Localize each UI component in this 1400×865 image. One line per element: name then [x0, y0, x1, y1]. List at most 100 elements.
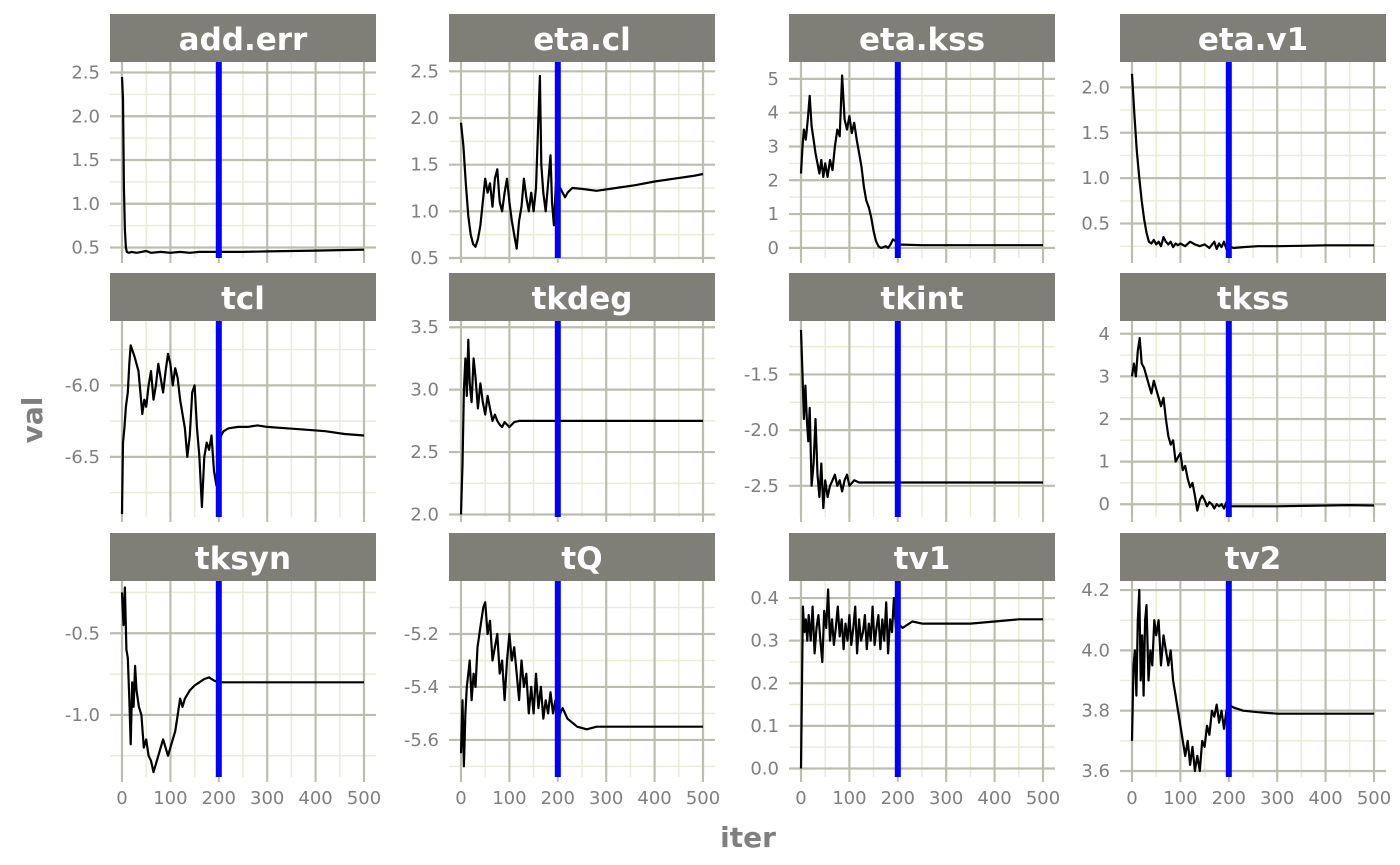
trace-line-tkss [1130, 336, 1375, 512]
y-tick-label: 4 [1099, 324, 1110, 345]
x-tick-label: 0 [795, 788, 806, 809]
trace-line-eta-v1 [1130, 73, 1374, 250]
panel-add-err: add.err 0.5 1.0 1.5 2.0 2.5 [71, 14, 376, 263]
y-tick-label: -5.2 [404, 624, 439, 645]
strip-label-eta-v1: eta.v1 [1198, 22, 1308, 58]
y-tick-label: 0 [1099, 494, 1110, 515]
x-tick-label: 0 [116, 788, 127, 809]
strip-tkss [1120, 273, 1386, 321]
y-tick-label: 0.3 [750, 631, 779, 652]
panel-eta-v1: eta.v1 0.5 1.0 1.5 2.0 [1081, 14, 1386, 263]
y-tick-label: 3 [1099, 366, 1110, 387]
strip-label-tv2: tv2 [1225, 541, 1282, 577]
y-tick-label: 1.5 [71, 150, 100, 171]
trace-line-tv1 [799, 588, 1043, 769]
strip-label-eta-kss: eta.kss [859, 22, 985, 58]
panel-tksyn: tksyn -0.5 -1.0 0 100 200 300 400 500 [65, 533, 381, 809]
strip-add-err [110, 14, 376, 62]
trace-line-eta-cl [459, 74, 704, 250]
y-tick-label: -0.5 [65, 623, 100, 644]
y-tick-label: 2 [768, 170, 779, 191]
x-tick-label: 500 [1357, 788, 1391, 809]
strip-tcl [110, 273, 376, 321]
x-tick-label: 300 [589, 788, 623, 809]
trace-line-tkdeg [459, 338, 703, 515]
y-tick-label: 3.8 [1081, 701, 1110, 722]
x-tick-label: 400 [298, 788, 332, 809]
y-tick-label: 3.5 [410, 317, 439, 338]
y-tick-label: 2.0 [1081, 77, 1110, 98]
x-tick-label: 200 [541, 788, 575, 809]
y-tick-label: 1 [1099, 452, 1110, 473]
y-tick-label: 4.0 [1081, 640, 1110, 661]
x-tick-label: 100 [492, 788, 526, 809]
trace-line-tcl [120, 344, 365, 515]
strip-label-tq: tQ [561, 541, 602, 577]
y-tick-label: 3 [768, 136, 779, 157]
strip-label-tkss: tkss [1217, 281, 1289, 317]
strip-label-tkint: tkint [881, 281, 964, 317]
y-tick-label: -6.5 [65, 447, 100, 468]
y-tick-label: 2.5 [410, 442, 439, 463]
x-tick-label: 200 [881, 788, 915, 809]
y-tick-label: 4.2 [1081, 580, 1110, 601]
trace-line-add-err [120, 76, 365, 254]
x-tick-label: 400 [1308, 788, 1342, 809]
y-tick-label: 3.0 [410, 380, 439, 401]
x-tick-label: 300 [1260, 788, 1294, 809]
y-tick-label: 1.0 [71, 194, 100, 215]
y-tick-label: -1.5 [744, 364, 779, 385]
y-tick-label: 1.0 [410, 201, 439, 222]
x-tick-label: 100 [1163, 788, 1197, 809]
strip-tkint [789, 273, 1055, 321]
y-tick-label: 1.5 [410, 155, 439, 176]
y-tick-label: -5.4 [404, 677, 439, 698]
trace-line-eta-kss [799, 74, 1043, 249]
y-tick-label: 2.0 [71, 106, 100, 127]
y-tick-label: 0.5 [410, 248, 439, 269]
x-tick-label: 400 [977, 788, 1011, 809]
x-tick-label: 0 [455, 788, 466, 809]
strip-eta-cl [449, 14, 715, 62]
y-tick-label: 0.0 [750, 758, 779, 779]
strip-tkdeg [449, 273, 715, 321]
x-tick-label: 0 [1126, 788, 1137, 809]
panel-tv2: tv2 3.6 3.8 4.0 4.2 0 100 200 300 400 500 [1081, 533, 1391, 809]
y-tick-label: 0.5 [71, 238, 100, 259]
y-tick-label: 2 [1099, 409, 1110, 430]
y-tick-label: 0.2 [750, 673, 779, 694]
x-tick-label: 300 [929, 788, 963, 809]
y-tick-label: -1.0 [65, 705, 100, 726]
trace-line-tksyn [120, 586, 364, 774]
x-tick-label: 100 [832, 788, 866, 809]
x-tick-label: 300 [250, 788, 284, 809]
panel-tcl: tcl -6.0 -6.5 [65, 273, 376, 522]
strip-label-tcl: tcl [221, 281, 265, 317]
y-tick-label: 2.0 [410, 108, 439, 129]
panel-eta-kss: eta.kss 0 1 2 3 4 5 [768, 14, 1055, 263]
y-tick-label: 5 [768, 69, 779, 90]
y-tick-label: 2.0 [410, 505, 439, 526]
y-tick-label: -6.0 [65, 375, 100, 396]
strip-label-tkdeg: tkdeg [532, 281, 633, 317]
y-tick-label: 0.4 [750, 588, 779, 609]
strip-tv1 [789, 533, 1055, 581]
panel-tkss: tkss 0 1 2 3 4 [1099, 273, 1386, 522]
x-tick-label: 200 [202, 788, 236, 809]
x-tick-label: 400 [637, 788, 671, 809]
y-tick-label: 0 [768, 238, 779, 259]
x-tick-label: 500 [1026, 788, 1060, 809]
y-tick-label: 2.5 [410, 61, 439, 82]
strip-label-tksyn: tksyn [195, 541, 291, 577]
strip-tq [449, 533, 715, 581]
trace-line-tkint [799, 329, 1043, 510]
y-tick-label: 1 [768, 204, 779, 225]
y-tick-label: 2.5 [71, 63, 100, 84]
y-tick-label: 4 [768, 103, 779, 124]
y-tick-label: 1.5 [1081, 123, 1110, 144]
y-tick-label: 3.6 [1081, 761, 1110, 782]
strip-label-eta-cl: eta.cl [533, 22, 631, 58]
strip-tv2 [1120, 533, 1386, 581]
panel-tq: tQ -5.2 -5.4 -5.6 0 100 200 300 400 500 [404, 533, 720, 809]
